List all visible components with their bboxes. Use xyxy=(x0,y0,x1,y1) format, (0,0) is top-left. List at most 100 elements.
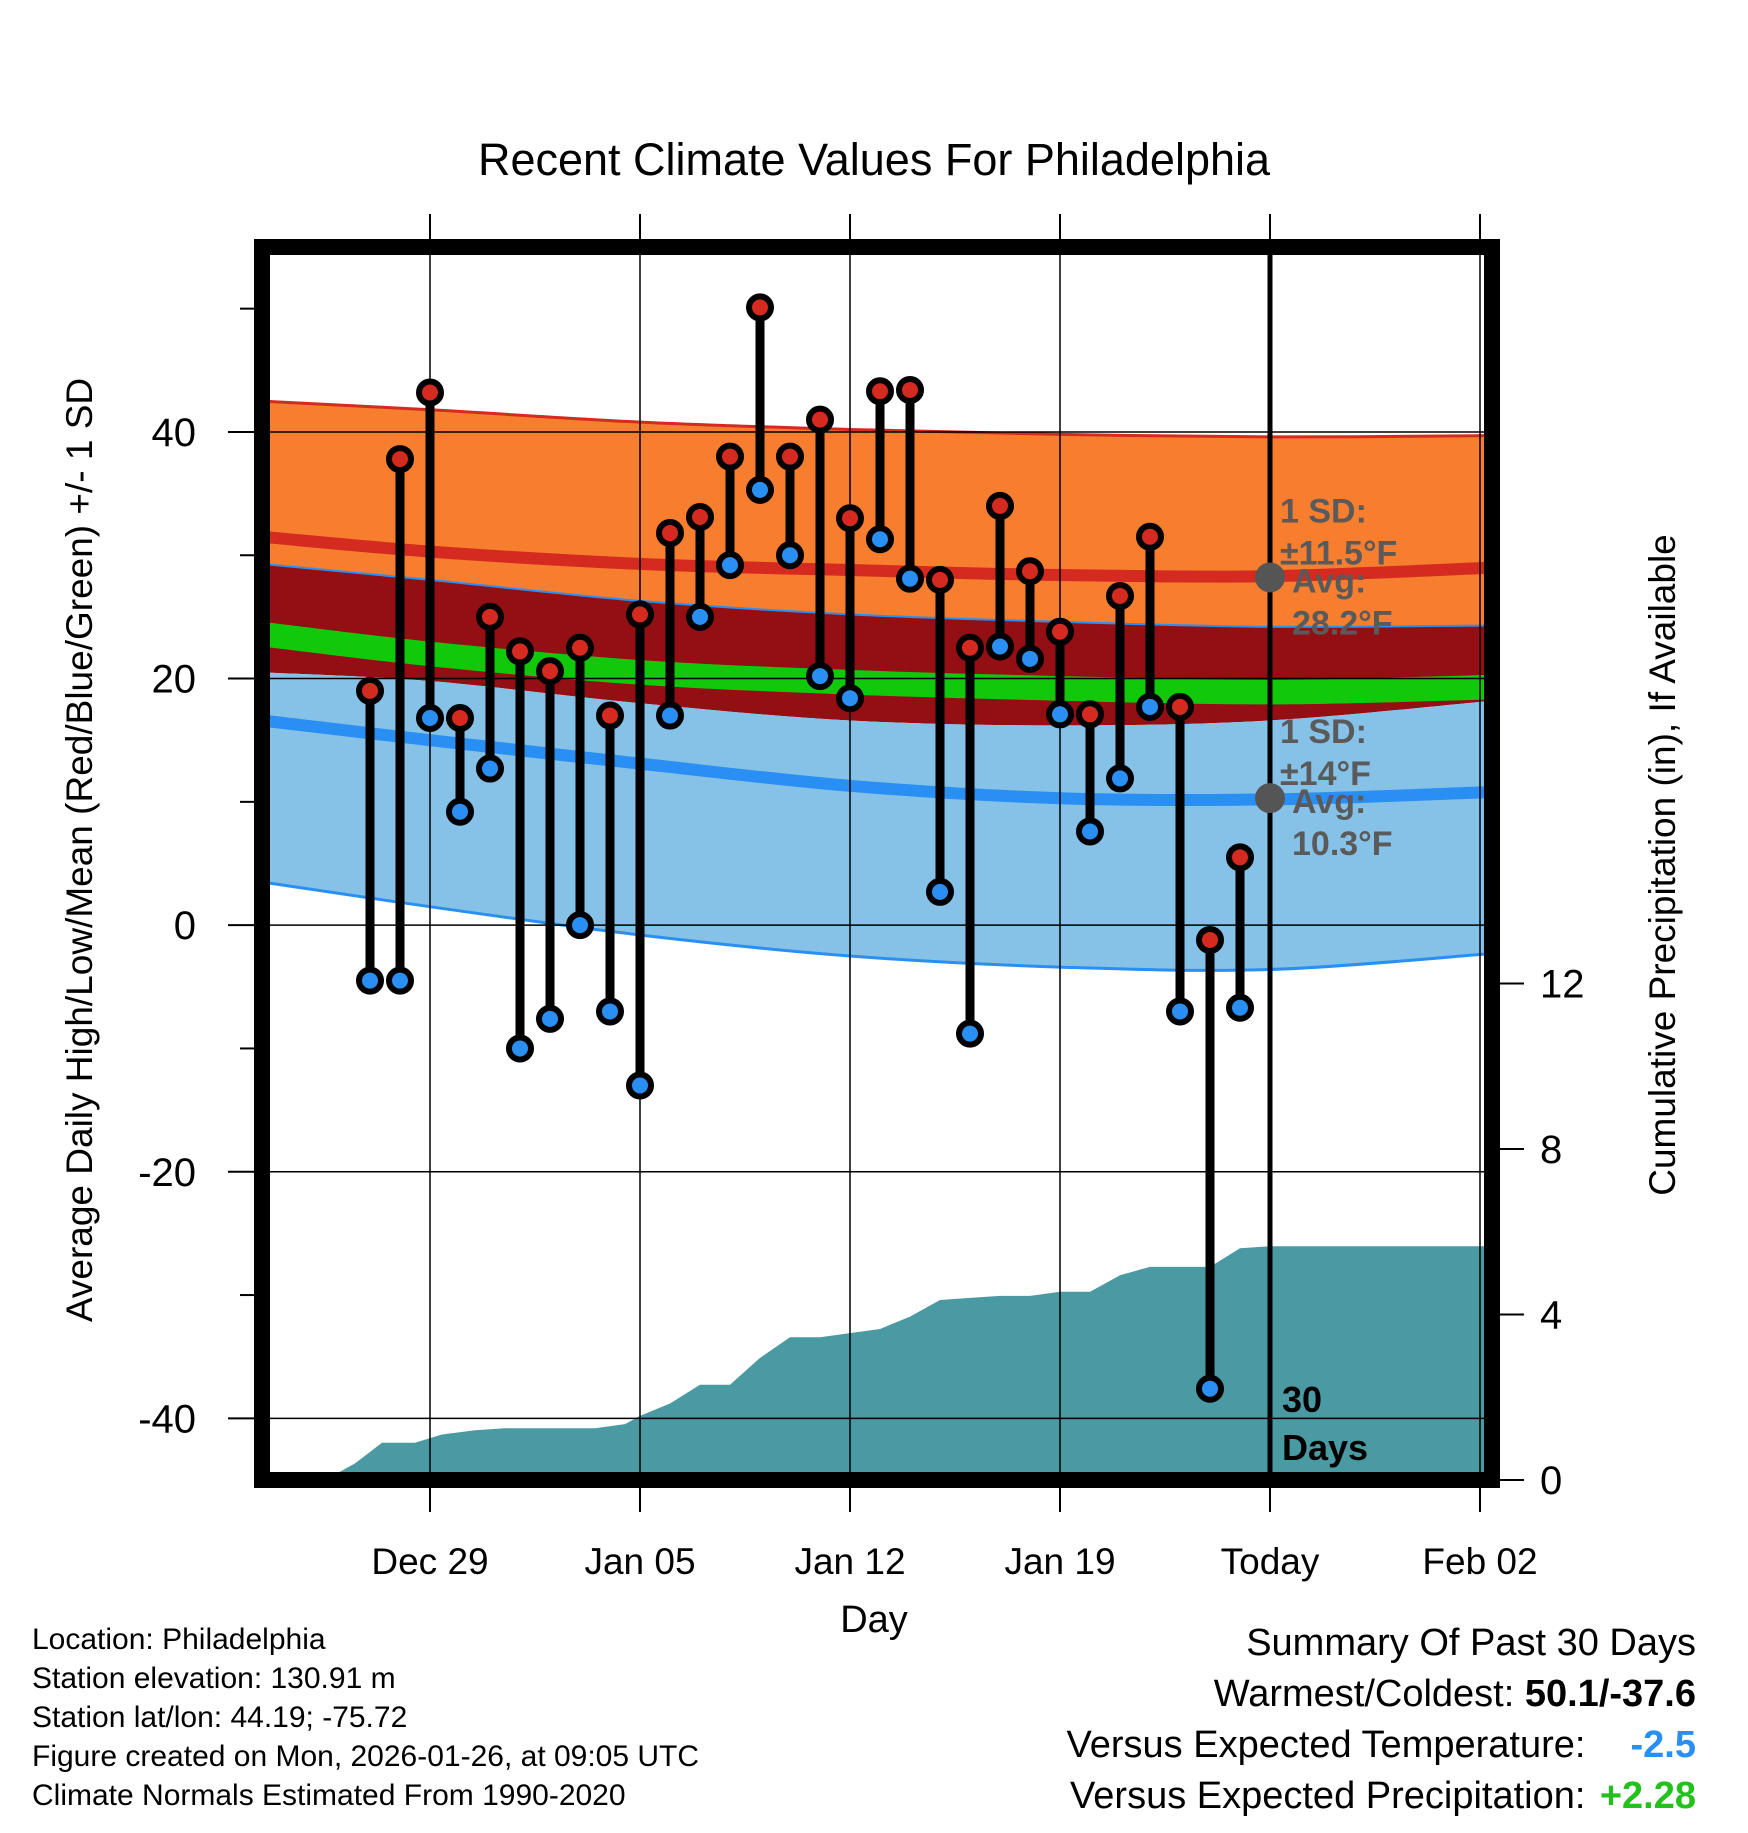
summary-title: Summary Of Past 30 Days xyxy=(1246,1622,1696,1664)
summary-panel: Summary Of Past 30 Days Warmest/Coldest:… xyxy=(1067,1618,1696,1822)
low-avg-label: Avg: xyxy=(1292,783,1366,821)
daily-low-marker xyxy=(1106,764,1134,793)
daily-high-marker xyxy=(476,602,504,631)
y-tick-label-left: 0 xyxy=(174,904,196,948)
daily-high-marker xyxy=(806,405,834,434)
summary-precip-row: Versus Expected Precipitation: +2.28 xyxy=(1067,1771,1696,1822)
axes: Dec 29 Jan 05 Jan 12 Jan 19 Today Feb 02 -40 -2… xyxy=(138,214,1585,1582)
warmest-value: 50.1/-37.6 xyxy=(1524,1673,1696,1715)
daily-low-marker xyxy=(926,877,954,906)
daily-high-marker xyxy=(986,491,1014,520)
high-avg-value: 28.2°F xyxy=(1292,604,1393,642)
daily-high-marker xyxy=(776,442,804,471)
y-tick-label-right: 12 xyxy=(1540,962,1585,1006)
low-sd-value: ±14°F xyxy=(1280,755,1371,793)
daily-high-marker xyxy=(896,376,924,405)
high-sd-label: 1 SD: xyxy=(1280,492,1367,530)
daily-high-marker xyxy=(1166,692,1194,721)
daily-high-marker xyxy=(626,600,654,629)
daily-low-marker xyxy=(416,704,444,733)
high-sd-value: ±11.5°F xyxy=(1280,534,1397,572)
daily-low-marker xyxy=(1016,644,1044,673)
daily-high-marker xyxy=(1046,617,1074,646)
x-axis-label: Day xyxy=(840,1599,908,1641)
x-tick-label: Jan 12 xyxy=(794,1541,905,1582)
elevation-text: Station elevation: 130.91 m xyxy=(32,1662,396,1695)
daily-low-marker xyxy=(986,632,1014,661)
created-text: Figure created on Mon, 2026-01-26, at 09… xyxy=(32,1740,700,1773)
daily-high-marker xyxy=(596,701,624,730)
y-tick-label-left: -20 xyxy=(138,1151,196,1195)
daily-high-marker xyxy=(536,657,564,686)
location-text: Location: Philadelphia xyxy=(32,1623,326,1656)
daily-high-marker xyxy=(716,442,744,471)
daily-high-marker xyxy=(866,377,894,406)
chart-title: Recent Climate Values For Philadelphia xyxy=(478,134,1271,185)
daily-low-marker xyxy=(566,911,594,940)
daily-high-marker xyxy=(446,704,474,733)
daily-high-marker xyxy=(1076,700,1104,729)
daily-low-marker xyxy=(386,966,414,995)
daily-high-marker xyxy=(656,519,684,548)
daily-low-marker xyxy=(656,701,684,730)
x-tick-label: Jan 05 xyxy=(584,1541,695,1582)
daily-high-marker xyxy=(686,503,714,532)
daily-high-marker xyxy=(956,633,984,662)
low-sd-label: 1 SD: xyxy=(1280,713,1367,751)
y-tick-label-left: 20 xyxy=(152,658,197,702)
daily-low-marker xyxy=(746,475,774,504)
daily-low-marker xyxy=(506,1034,534,1063)
daily-low-marker xyxy=(686,602,714,631)
daily-low-marker xyxy=(866,525,894,554)
normals-text: Climate Normals Estimated From 1990-2020 xyxy=(32,1779,626,1812)
daily-high-marker xyxy=(926,565,954,594)
x-tick-label: Today xyxy=(1221,1541,1320,1582)
y-tick-label-right: 0 xyxy=(1540,1459,1562,1503)
daily-low-marker xyxy=(1166,997,1194,1026)
daily-low-marker xyxy=(836,684,864,713)
warmest-label: Warmest/Coldest: xyxy=(1213,1673,1515,1715)
daily-low-marker xyxy=(446,797,474,826)
daily-low-marker xyxy=(476,754,504,783)
daily-low-marker xyxy=(776,541,804,570)
summary-warmest-row: Warmest/Coldest: 50.1/-37.6 xyxy=(1067,1669,1696,1720)
temp-label: Versus Expected Temperature: xyxy=(1066,1724,1586,1766)
y-tick-label-right: 4 xyxy=(1540,1293,1562,1337)
y-axis-label-left: Average Daily High/Low/Mean (Red/Blue/Gr… xyxy=(59,378,100,1322)
precip-value: +2.28 xyxy=(1599,1775,1696,1817)
daily-high-marker xyxy=(566,633,594,662)
daily-high-marker xyxy=(836,504,864,533)
daily-high-marker xyxy=(1016,557,1044,586)
daily-low-marker xyxy=(1076,817,1104,846)
daily-low-marker xyxy=(1046,700,1074,729)
precip-label: Versus Expected Precipitation: xyxy=(1070,1775,1586,1817)
station-info: Location: Philadelphia Station elevation… xyxy=(32,1620,699,1815)
daily-low-marker xyxy=(356,966,384,995)
daily-high-marker xyxy=(1226,843,1254,872)
high-avg-label: Avg: xyxy=(1292,562,1366,600)
low-avg-value: 10.3°F xyxy=(1292,825,1393,863)
y-tick-label-left: -40 xyxy=(138,1397,196,1441)
low-avg-dot xyxy=(1255,783,1285,814)
today-marker-group: 30 Days xyxy=(1267,247,1368,1480)
daily-low-marker xyxy=(806,662,834,691)
x-tick-label: Feb 02 xyxy=(1422,1541,1537,1582)
daily-high-marker xyxy=(1106,581,1134,610)
window-label-number: 30 xyxy=(1282,1379,1322,1420)
daily-low-marker xyxy=(956,1019,984,1048)
temp-value: -2.5 xyxy=(1630,1724,1696,1766)
y-tick-label-left: 40 xyxy=(152,411,197,455)
x-tick-label: Jan 19 xyxy=(1004,1541,1115,1582)
daily-low-marker xyxy=(596,997,624,1026)
high-avg-dot xyxy=(1255,562,1285,593)
x-tick-label: Dec 29 xyxy=(371,1541,488,1582)
daily-low-marker xyxy=(716,551,744,580)
latlon-text: Station lat/lon: 44.19; -75.72 xyxy=(32,1701,408,1734)
daily-high-marker xyxy=(356,676,384,705)
daily-high-marker xyxy=(386,445,414,474)
daily-low-marker xyxy=(1136,692,1164,721)
plot-frame xyxy=(254,239,1500,1488)
